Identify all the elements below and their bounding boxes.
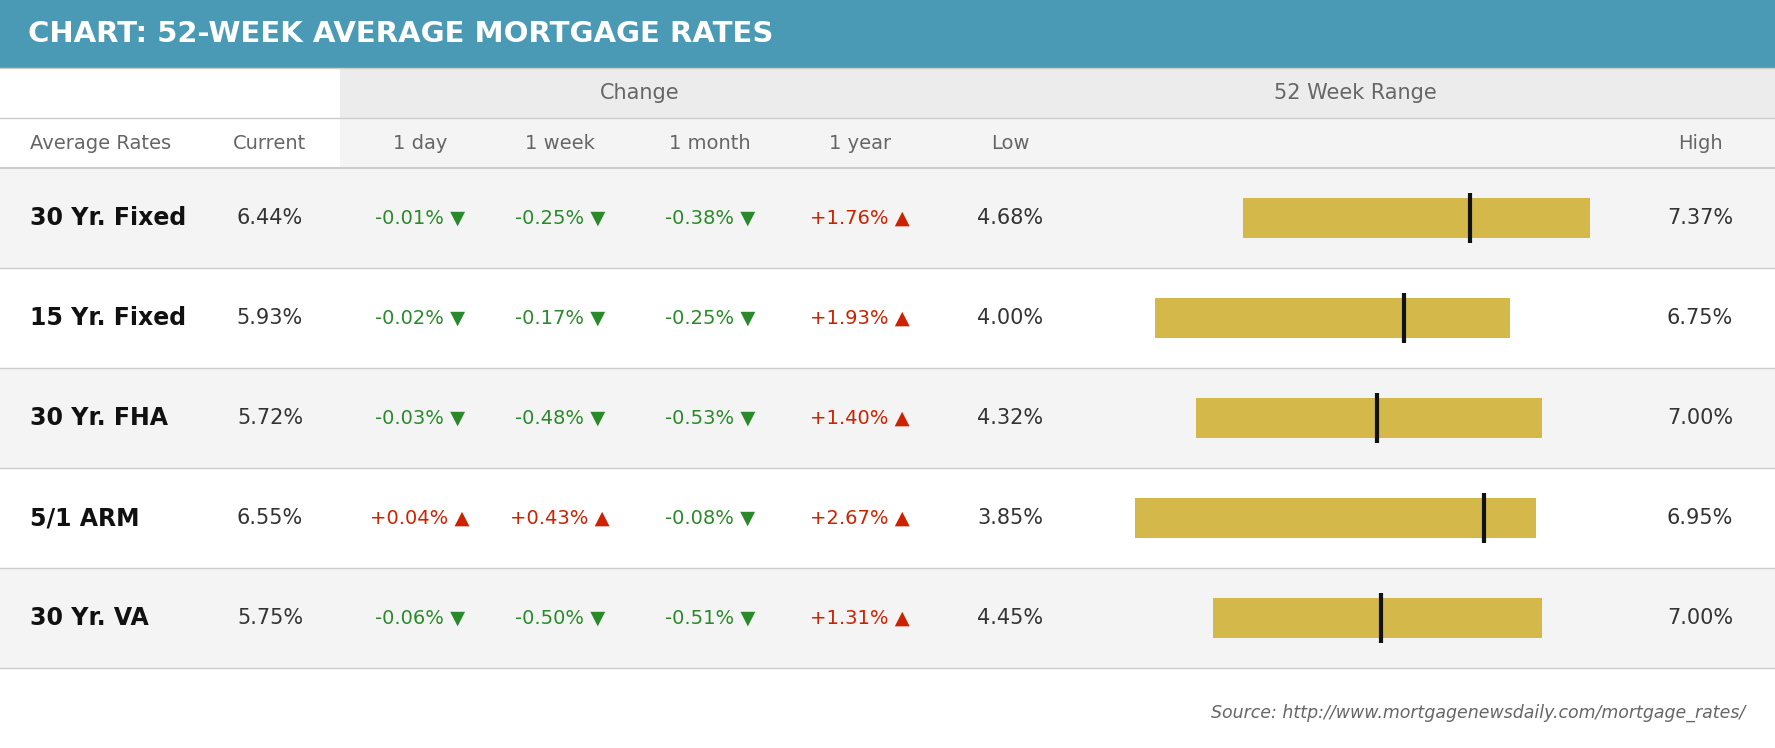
Text: -0.25% ▼: -0.25% ▼ bbox=[515, 209, 605, 227]
Bar bbox=[1212, 598, 1542, 638]
Text: 5/1 ARM: 5/1 ARM bbox=[30, 506, 140, 530]
Text: -0.51% ▼: -0.51% ▼ bbox=[666, 609, 754, 628]
Bar bbox=[341, 368, 1775, 468]
Text: +1.40% ▲: +1.40% ▲ bbox=[809, 408, 911, 428]
Text: 4.00%: 4.00% bbox=[976, 308, 1044, 328]
Text: 15 Yr. Fixed: 15 Yr. Fixed bbox=[30, 306, 186, 330]
Bar bbox=[341, 468, 1775, 568]
Bar bbox=[341, 118, 1775, 168]
Text: -0.08% ▼: -0.08% ▼ bbox=[666, 509, 754, 527]
Text: 4.32%: 4.32% bbox=[976, 408, 1044, 428]
Bar bbox=[341, 268, 1775, 368]
Text: Current: Current bbox=[233, 133, 307, 153]
Bar bbox=[341, 68, 1775, 118]
Text: -0.17% ▼: -0.17% ▼ bbox=[515, 308, 605, 328]
Text: 5.75%: 5.75% bbox=[236, 608, 304, 628]
Text: -0.50% ▼: -0.50% ▼ bbox=[515, 609, 605, 628]
Text: -0.25% ▼: -0.25% ▼ bbox=[666, 308, 754, 328]
Text: 1 month: 1 month bbox=[669, 133, 751, 153]
Text: CHART: 52-WEEK AVERAGE MORTGAGE RATES: CHART: 52-WEEK AVERAGE MORTGAGE RATES bbox=[28, 20, 774, 48]
Text: -0.48% ▼: -0.48% ▼ bbox=[515, 408, 605, 428]
Text: High: High bbox=[1677, 133, 1722, 153]
Bar bbox=[0, 0, 1775, 68]
Text: 6.95%: 6.95% bbox=[1667, 508, 1732, 528]
Text: 30 Yr. VA: 30 Yr. VA bbox=[30, 606, 149, 630]
Text: 30 Yr. FHA: 30 Yr. FHA bbox=[30, 406, 169, 430]
Text: 1 day: 1 day bbox=[392, 133, 447, 153]
Bar bbox=[1136, 498, 1535, 538]
Text: -0.02% ▼: -0.02% ▼ bbox=[375, 308, 465, 328]
Text: 7.00%: 7.00% bbox=[1667, 608, 1732, 628]
Bar bbox=[0, 168, 1775, 268]
Text: 5.72%: 5.72% bbox=[236, 408, 304, 428]
Text: -0.06% ▼: -0.06% ▼ bbox=[375, 609, 465, 628]
Text: +1.76% ▲: +1.76% ▲ bbox=[809, 209, 911, 227]
Text: 7.37%: 7.37% bbox=[1667, 208, 1732, 228]
Text: 6.75%: 6.75% bbox=[1667, 308, 1732, 328]
Text: 6.55%: 6.55% bbox=[236, 508, 304, 528]
Text: +1.93% ▲: +1.93% ▲ bbox=[809, 308, 911, 328]
Text: 1 year: 1 year bbox=[829, 133, 891, 153]
Text: 30 Yr. Fixed: 30 Yr. Fixed bbox=[30, 206, 186, 230]
Text: 3.85%: 3.85% bbox=[976, 508, 1044, 528]
Text: -0.03% ▼: -0.03% ▼ bbox=[375, 408, 465, 428]
Bar bbox=[341, 568, 1775, 668]
Bar bbox=[0, 268, 1775, 368]
Text: +0.04% ▲: +0.04% ▲ bbox=[371, 509, 470, 527]
Bar bbox=[1242, 198, 1590, 238]
Bar bbox=[0, 468, 1775, 568]
Text: -0.01% ▼: -0.01% ▼ bbox=[375, 209, 465, 227]
Text: Low: Low bbox=[990, 133, 1030, 153]
Bar bbox=[341, 168, 1775, 268]
Text: -0.53% ▼: -0.53% ▼ bbox=[666, 408, 754, 428]
Text: 4.45%: 4.45% bbox=[976, 608, 1044, 628]
Text: Change: Change bbox=[600, 83, 680, 103]
Bar bbox=[1154, 298, 1511, 338]
Bar bbox=[0, 368, 1775, 468]
Text: 4.68%: 4.68% bbox=[976, 208, 1044, 228]
Text: 1 week: 1 week bbox=[525, 133, 595, 153]
Text: 5.93%: 5.93% bbox=[236, 308, 304, 328]
Bar bbox=[0, 568, 1775, 668]
Text: +0.43% ▲: +0.43% ▲ bbox=[509, 509, 611, 527]
Text: Source: http://www.mortgagenewsdaily.com/mortgage_rates/: Source: http://www.mortgagenewsdaily.com… bbox=[1211, 704, 1745, 722]
Text: +2.67% ▲: +2.67% ▲ bbox=[809, 509, 911, 527]
Text: -0.38% ▼: -0.38% ▼ bbox=[666, 209, 754, 227]
Text: 6.44%: 6.44% bbox=[236, 208, 304, 228]
Text: +1.31% ▲: +1.31% ▲ bbox=[809, 609, 911, 628]
Text: 52 Week Range: 52 Week Range bbox=[1274, 83, 1436, 103]
Text: 7.00%: 7.00% bbox=[1667, 408, 1732, 428]
Text: Average Rates: Average Rates bbox=[30, 133, 170, 153]
Bar bbox=[1196, 398, 1542, 438]
